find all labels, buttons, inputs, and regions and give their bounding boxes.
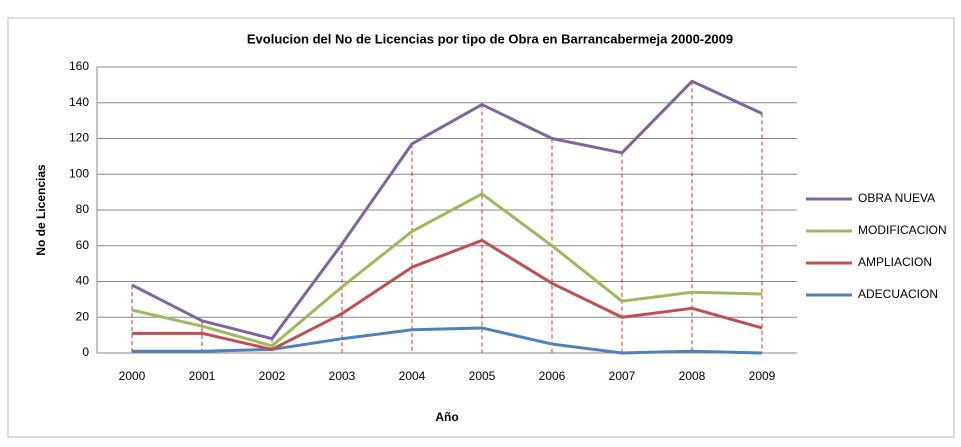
legend-label: AMPLIACION	[858, 255, 932, 269]
y-tick-label: 0	[82, 345, 89, 359]
x-tick-label: 2000	[119, 369, 146, 383]
y-tick-label: 100	[69, 166, 89, 180]
x-tick-label: 2007	[609, 369, 636, 383]
x-tick-label: 2002	[259, 369, 286, 383]
y-tick-label: 80	[76, 202, 90, 216]
y-tick-label: 40	[76, 274, 90, 288]
chart-title: Evolucion del No de Licencias por tipo d…	[247, 31, 733, 46]
y-tick-label: 140	[69, 95, 89, 109]
x-tick-label: 2009	[749, 369, 776, 383]
x-tick-label: 2004	[399, 369, 426, 383]
y-tick-label: 120	[69, 131, 89, 145]
x-tick-label: 2001	[189, 369, 216, 383]
series-line	[132, 326, 763, 355]
legend-label: MODIFICACION	[858, 223, 947, 237]
series-line	[131, 79, 763, 341]
y-tick-label: 20	[76, 309, 90, 323]
x-tick-label: 2005	[469, 369, 496, 383]
series-line	[131, 192, 763, 348]
x-tick-label: 2006	[539, 369, 566, 383]
y-tick-label: 160	[69, 59, 89, 73]
legend-label: OBRA NUEVA	[858, 191, 935, 205]
series-line	[132, 238, 763, 351]
y-tick-label: 60	[76, 238, 90, 252]
x-tick-label: 2008	[679, 369, 706, 383]
x-tick-label: 2003	[329, 369, 356, 383]
legend-label: ADECUACION	[858, 287, 938, 301]
x-axis-label: Año	[435, 410, 458, 424]
chart-frame	[7, 17, 955, 438]
y-axis-label: No de Licencias	[34, 164, 48, 256]
